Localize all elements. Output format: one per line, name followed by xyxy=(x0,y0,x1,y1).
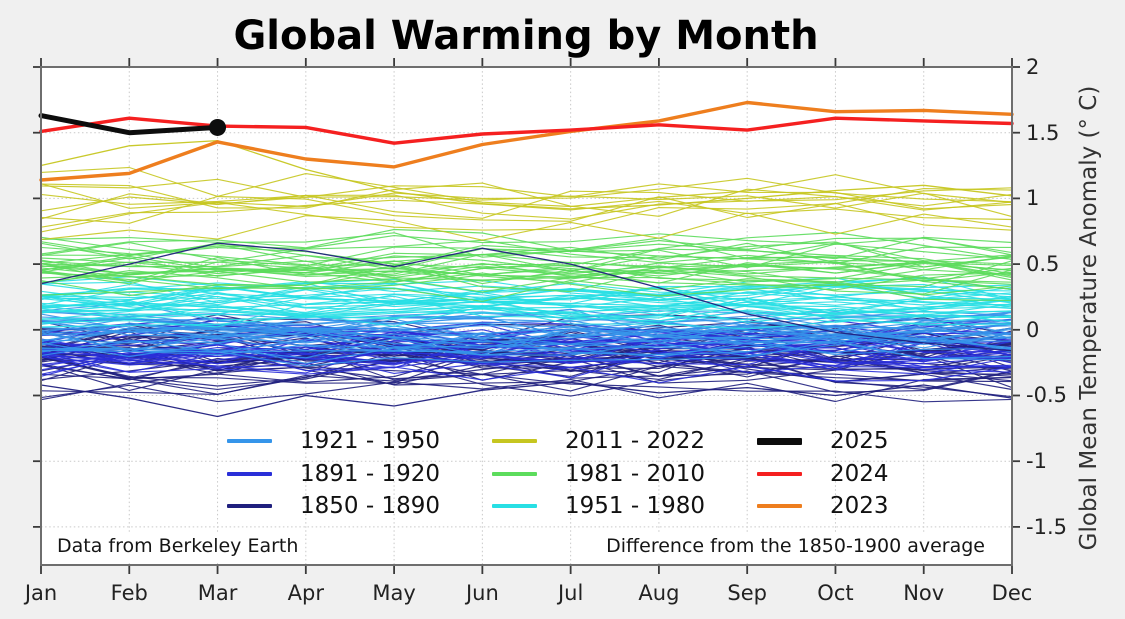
x-tick-label-jan: Jan xyxy=(24,581,58,605)
legend-swatch-1850-1890 xyxy=(227,504,272,508)
era-line xyxy=(40,265,1013,291)
era-line xyxy=(40,337,1013,368)
era-line xyxy=(40,254,1013,276)
era-line xyxy=(40,359,1013,397)
era-line xyxy=(40,257,1013,290)
series-line-2025 xyxy=(38,113,220,136)
era-line xyxy=(40,282,1013,313)
era-line xyxy=(40,228,1013,255)
x-tick-label-jun: Jun xyxy=(465,581,499,605)
era-line xyxy=(40,187,1013,220)
era-line xyxy=(40,241,1013,268)
x-tick-label-sep: Sep xyxy=(727,581,767,605)
plot-border xyxy=(40,66,1013,566)
x-tick-label-feb: Feb xyxy=(110,581,148,605)
era-line xyxy=(40,278,1013,302)
era-line xyxy=(40,242,1013,271)
end-marker-dot xyxy=(209,118,227,136)
era-line xyxy=(40,351,1013,379)
series-line-2024 xyxy=(39,116,1014,145)
era-line xyxy=(40,320,1013,351)
legend-swatch-2023 xyxy=(757,504,802,508)
annotation-data-source: Data from Berkeley Earth xyxy=(50,533,306,561)
legend-swatch-2025 xyxy=(757,437,802,445)
x-tick-label-jul: Jul xyxy=(557,581,584,605)
era-line xyxy=(40,294,1013,319)
era-line xyxy=(40,177,1013,209)
era-line xyxy=(40,261,1013,286)
era-line xyxy=(40,376,1013,403)
era-line xyxy=(40,199,1013,228)
era-line xyxy=(40,305,1013,323)
y-tick-label-0.5: 0.5 xyxy=(1026,252,1060,277)
era-line xyxy=(40,239,1013,271)
legend-label-2024: 2024 xyxy=(830,460,889,487)
y-tick-label-0: 0 xyxy=(1026,317,1040,342)
era-line xyxy=(40,166,1013,208)
legend-label-2023: 2023 xyxy=(830,493,889,519)
legend-label-2025: 2025 xyxy=(830,428,889,454)
era-line xyxy=(40,319,1013,346)
y-tick-label--1.5: -1.5 xyxy=(1026,514,1067,539)
era-outlier-line xyxy=(40,381,1013,418)
era-line xyxy=(40,264,1013,295)
legend-label-1921-1950: 1921 - 1950 xyxy=(300,428,440,454)
era-line xyxy=(40,256,1013,282)
x-tick-label-nov: Nov xyxy=(903,581,945,605)
era-line xyxy=(40,341,1013,364)
era-line xyxy=(40,283,1013,311)
era-line xyxy=(40,188,1013,224)
era-line xyxy=(40,284,1013,311)
era-outlier-line xyxy=(40,242,1013,352)
legend-label-1951-1980: 1951 - 1980 xyxy=(565,493,705,519)
era-line xyxy=(40,308,1013,333)
era-line xyxy=(40,212,1013,241)
era-line xyxy=(40,246,1013,278)
series-line-2023 xyxy=(39,100,1014,182)
legend-swatch-2011-2022 xyxy=(492,439,537,443)
x-tick-label-dec: Dec xyxy=(991,581,1033,605)
legend-swatch-1951-1980 xyxy=(492,504,537,508)
era-line xyxy=(40,276,1013,301)
annotation-baseline: Difference from the 1850-1900 average xyxy=(599,533,992,561)
era-line xyxy=(40,302,1013,326)
era-line xyxy=(40,231,1013,269)
era-line xyxy=(40,319,1013,349)
era-outlier-line xyxy=(40,139,1013,210)
era-line xyxy=(40,178,1013,210)
legend-label-2011-2022: 2011 - 2022 xyxy=(565,428,705,454)
era-line xyxy=(40,322,1013,356)
y-tick-label--1: -1 xyxy=(1026,449,1047,474)
era-line xyxy=(40,232,1013,260)
legend-swatch-1891-1920 xyxy=(227,471,272,476)
legend-label-1981-2010: 1981 - 2010 xyxy=(565,460,705,487)
legend-swatch-1981-2010 xyxy=(492,471,537,476)
chart-title: Global Warming by Month xyxy=(233,13,819,59)
x-tick-label-apr: Apr xyxy=(287,581,324,605)
era-line xyxy=(40,302,1013,327)
legend-label-1891-1920: 1891 - 1920 xyxy=(300,460,440,487)
y-tick-label-1: 1 xyxy=(1026,186,1040,211)
era-line xyxy=(40,339,1013,368)
x-tick-label-aug: Aug xyxy=(638,581,680,605)
era-line xyxy=(40,350,1013,384)
era-line xyxy=(40,333,1013,356)
era-line xyxy=(40,277,1013,303)
y-tick-label-2: 2 xyxy=(1026,55,1040,79)
y-axis-title: Global Mean Temperature Anomaly (° C) xyxy=(1076,85,1102,551)
y-tick-label-1.5: 1.5 xyxy=(1026,120,1060,145)
era-line xyxy=(40,281,1013,305)
x-tick-label-mar: Mar xyxy=(197,581,238,605)
era-line xyxy=(40,295,1013,328)
legend-swatch-2024 xyxy=(757,471,802,476)
era-line xyxy=(40,340,1013,367)
legend-swatch-1921-1950 xyxy=(227,439,272,443)
y-tick-label--0.5: -0.5 xyxy=(1026,383,1067,408)
x-tick-label-oct: Oct xyxy=(817,581,854,605)
x-tick-label-may: May xyxy=(372,581,416,605)
legend-label-1850-1890: 1850 - 1890 xyxy=(300,493,440,519)
